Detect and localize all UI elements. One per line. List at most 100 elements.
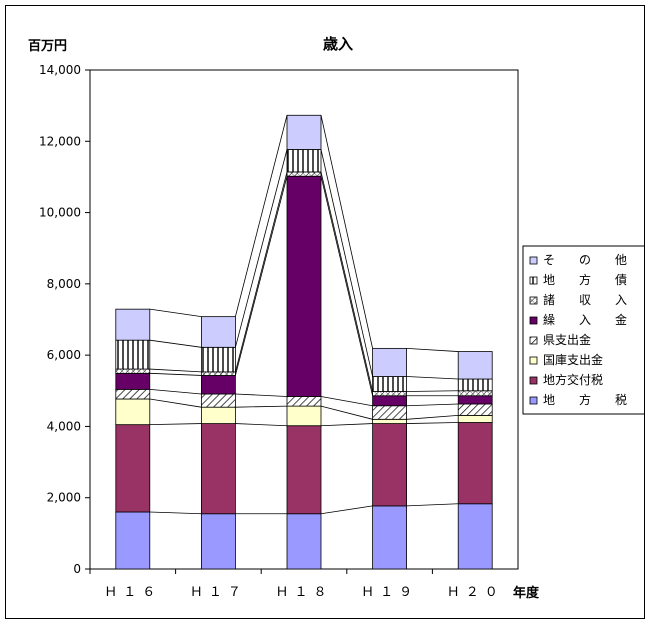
series-connector-line	[320, 149, 373, 377]
bar-segment	[286, 405, 322, 427]
series-connector-line	[235, 171, 288, 372]
x-tick-label: Ｈ１９	[361, 585, 418, 600]
series-connector-line	[235, 115, 288, 317]
bar-segment	[200, 513, 236, 570]
bar-stacks	[115, 114, 493, 570]
series-connector-line	[149, 423, 202, 426]
bar-segment	[200, 393, 236, 408]
x-tick-label: Ｈ１７	[190, 585, 247, 600]
legend-swatch	[529, 356, 538, 365]
bar-segment	[115, 388, 151, 400]
y-tick-label: 14,000	[39, 63, 81, 77]
bar-segment	[200, 346, 236, 373]
legend-label: そ の 他	[543, 253, 627, 267]
bar-segment	[372, 391, 408, 397]
chart-frame: 歳入 百万円 年度 0 2,000 4,000 6,000 8,000 10,000 12,…	[5, 5, 645, 619]
x-axis-unit-label: 年度	[513, 585, 540, 601]
series-connector-line	[320, 396, 373, 407]
bar-segment	[200, 406, 236, 424]
bar-segment	[457, 351, 493, 380]
bar-segment	[286, 513, 322, 570]
series-connector-line	[149, 511, 202, 515]
series-connector-line	[235, 393, 288, 397]
bar-segment	[115, 511, 151, 570]
bar-segment	[372, 347, 408, 377]
bar-segment	[457, 403, 493, 416]
series-connector-line	[406, 503, 459, 507]
legend-swatch	[529, 376, 538, 385]
bar-segment	[115, 308, 151, 341]
y-tick-label: 6,000	[47, 348, 81, 362]
bar-segment	[372, 376, 408, 392]
bar-segment	[372, 405, 408, 420]
legend-label: 地 方 債	[543, 272, 627, 287]
series-connector-line	[320, 176, 373, 396]
legend-box	[522, 245, 644, 415]
bar-segment	[457, 414, 493, 423]
series-connector-line	[235, 149, 288, 348]
legend-label: 地 方 税	[543, 392, 627, 407]
bar-segment	[200, 375, 236, 395]
series-connector-line	[320, 423, 373, 427]
series-connector-lines	[149, 115, 459, 515]
series-connector-line	[149, 308, 202, 318]
bar-segment	[286, 425, 322, 515]
bar-segment	[200, 423, 236, 515]
bar-segment	[457, 378, 493, 392]
bar-segment	[372, 505, 408, 570]
bar-segment	[115, 398, 151, 426]
series-connector-line	[406, 422, 459, 424]
series-connector-line	[149, 398, 202, 408]
legend-label: 諸 収 入	[543, 292, 627, 307]
y-tick-label: 8,000	[47, 277, 81, 291]
bar-segment	[372, 418, 408, 424]
series-connector-line	[320, 405, 373, 420]
x-axis-ticks: Ｈ１６ Ｈ１７ Ｈ１８ Ｈ１９ Ｈ２０	[89, 569, 504, 600]
bar-segment	[372, 423, 408, 507]
series-connector-line	[149, 368, 202, 373]
series-connector-line	[406, 390, 459, 392]
bar-segment	[200, 371, 236, 376]
legend-swatch	[529, 276, 538, 285]
series-connector-line	[149, 339, 202, 348]
x-tick-label: Ｈ１６	[104, 585, 161, 600]
legend-swatch	[529, 336, 538, 345]
bar-segment	[286, 171, 322, 177]
bar-segment	[457, 395, 493, 405]
revenue-chart: 歳入 百万円 年度 0 2,000 4,000 6,000 8,000 10,000 12,…	[28, 35, 644, 601]
legend-label: 地方交付税	[543, 372, 603, 387]
series-connector-line	[406, 347, 459, 352]
y-axis-unit-label: 百万円	[28, 39, 67, 54]
series-connector-line	[235, 176, 288, 376]
bar-segment	[115, 424, 151, 513]
bar-segment	[286, 396, 322, 407]
legend-swatch	[529, 316, 538, 325]
bar-segment	[115, 339, 151, 370]
bar-segment	[457, 422, 493, 505]
legend-swatch	[529, 396, 538, 405]
series-connector-line	[235, 405, 288, 408]
bar-segment	[200, 316, 236, 348]
bar-segment	[286, 149, 322, 173]
x-tick-label: Ｈ１８	[275, 585, 332, 600]
bar-segment	[372, 395, 408, 407]
series-connector-line	[406, 403, 459, 407]
bar-segment	[457, 390, 493, 397]
y-tick-label: 10,000	[39, 206, 81, 220]
legend-swatch	[529, 256, 538, 265]
y-tick-label: 4,000	[47, 419, 81, 433]
bar-segment	[286, 175, 322, 397]
chart-title: 歳入	[323, 35, 353, 53]
series-connector-line	[320, 171, 373, 392]
series-connector-line	[406, 376, 459, 380]
series-connector-line	[235, 423, 288, 427]
y-tick-label: 0	[73, 562, 81, 576]
legend-swatch	[529, 296, 538, 305]
y-tick-label: 2,000	[47, 491, 81, 505]
x-tick-label: Ｈ２０	[447, 585, 504, 600]
bar-segment	[115, 372, 151, 390]
bar-segment	[457, 503, 493, 570]
legend-label: 県支出金	[543, 332, 591, 347]
series-connector-line	[149, 388, 202, 395]
